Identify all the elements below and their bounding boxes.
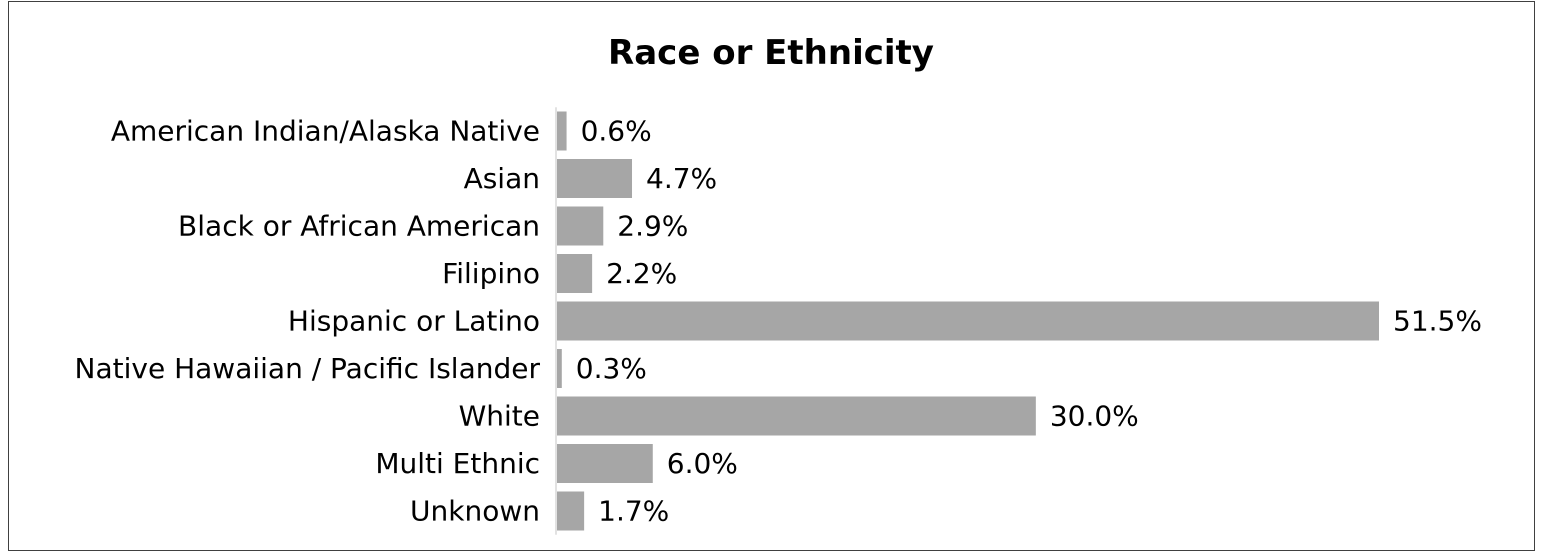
bar: [557, 111, 567, 151]
value-label: 0.3%: [576, 352, 647, 385]
bar: [557, 349, 562, 388]
category-label: Unknown: [410, 495, 540, 528]
category-label: Hispanic or Latino: [288, 305, 540, 338]
value-label: 6.0%: [667, 447, 738, 480]
category-label: Asian: [464, 162, 540, 195]
chart-title: Race or Ethnicity: [608, 33, 934, 73]
category-label: Filipino: [442, 257, 540, 290]
bar: [557, 491, 585, 531]
bar: [557, 159, 633, 198]
value-label: 2.2%: [606, 257, 677, 290]
chart-frame: [8, 1, 1535, 551]
bar: [557, 254, 593, 293]
value-label: 51.5%: [1393, 305, 1482, 338]
bar: [557, 301, 1379, 341]
category-label: White: [459, 400, 540, 433]
bar: [557, 206, 604, 246]
bar: [557, 396, 1036, 436]
value-label: 2.9%: [617, 210, 688, 243]
bar: [557, 444, 653, 483]
value-label: 1.7%: [598, 495, 669, 528]
category-label: Native Hawaiian / Pacific Islander: [75, 352, 541, 385]
value-label: 0.6%: [581, 115, 652, 148]
category-label: Multi Ethnic: [375, 447, 540, 480]
value-label: 4.7%: [646, 162, 717, 195]
category-label: American Indian/Alaska Native: [111, 115, 540, 148]
category-label: Black or African American: [178, 210, 540, 243]
value-label: 30.0%: [1050, 400, 1139, 433]
